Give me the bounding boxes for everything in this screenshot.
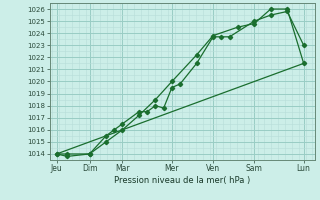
X-axis label: Pression niveau de la mer( hPa ): Pression niveau de la mer( hPa )	[114, 176, 251, 185]
